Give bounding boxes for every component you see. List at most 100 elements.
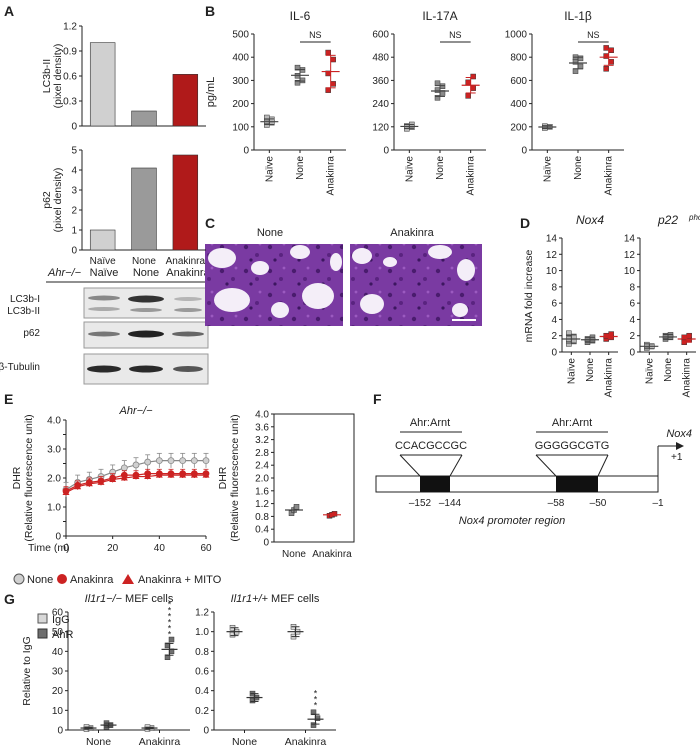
A_lc3-ylabel: LC3b-II: [41, 59, 53, 93]
D_nox4-title: Nox4: [576, 213, 604, 227]
D_p22-y-tick-label: 2: [629, 331, 635, 342]
E_line-point: [97, 478, 105, 485]
G_wt-title: Il1r1+/+ MEF cells: [231, 593, 320, 605]
B_il1b-y-tick-label: 600: [510, 76, 527, 87]
histology-panel: None Anakinra: [205, 227, 482, 326]
line-legend: None Anakinra Anakinra + MITO: [13, 573, 222, 586]
E_line-point: [179, 471, 187, 478]
E_line-point: [85, 480, 93, 487]
E_line-y-tick-label: 4.0: [47, 416, 61, 427]
B_il6-sig-label: NS: [309, 30, 322, 40]
B_il6-point: [330, 81, 336, 87]
promoter-region: [375, 475, 659, 493]
D_nox4-y-tick-label: 8: [551, 282, 557, 293]
B_il17-x-tick-label: None: [435, 156, 446, 180]
E_line-point: [120, 474, 128, 481]
B_il17-y-tick-label: 360: [372, 76, 389, 87]
B_il6-y-tick-label: 300: [232, 76, 249, 87]
B_il1b-x-tick-label: Naïve: [542, 156, 553, 183]
G_wt-y-tick-label: 0.8: [195, 647, 209, 658]
B_il6-point: [299, 77, 306, 84]
D_nox4-point: [566, 341, 572, 347]
A_p62-x-tick-label: Anakinra: [166, 256, 206, 267]
panel-label-b: B: [205, 3, 215, 19]
D_nox4-point: [566, 330, 572, 337]
legend-marker-igg: [37, 613, 48, 624]
legend-marker-ahr: [37, 628, 48, 639]
blot-genotype: Ahr−/−: [47, 267, 82, 279]
G_ko-point: [168, 636, 175, 643]
D_p22-y-tick-label: 4: [629, 315, 635, 326]
panel-label-d: D: [520, 215, 530, 231]
E_dot-y-tick-label: 0.8: [255, 512, 269, 523]
E_line-x-tick-label: 40: [154, 543, 166, 554]
panel-label-a: A: [4, 3, 14, 19]
D_nox4-y-tick-label: 12: [546, 250, 558, 261]
promoter-region-label: Nox4 promoter region: [459, 515, 565, 527]
D_nox4-x-tick-label: Naïve: [566, 358, 577, 385]
D_p22-title-superscript: phox: [688, 213, 700, 222]
blot-row-tubulin: β-Tubulin: [0, 362, 40, 373]
D_nox4-x-tick-label: None: [585, 358, 596, 382]
B_il17-point: [434, 95, 441, 101]
legend-label-igg: IgG: [52, 614, 70, 626]
B_il17-y-tick-label: 600: [372, 30, 389, 41]
E_line-title: Ahr−/−: [118, 405, 153, 417]
A_lc3-y-tick-label: 0.6: [63, 72, 77, 83]
blot-lane-naive: Naïve: [90, 267, 119, 279]
legend-label-anakinra: Anakinra: [70, 574, 114, 586]
motif-box-2: [556, 476, 598, 492]
A_p62-bar: [89, 229, 116, 251]
position-144: –144: [439, 498, 462, 509]
E_line-point: [202, 471, 210, 478]
position-50: –50: [590, 498, 607, 509]
motif-sequence-2: GGGGGCGTG: [535, 440, 610, 452]
motif-label-2: Ahr:Arnt: [552, 417, 592, 429]
D_p22-y-tick-label: 8: [629, 282, 635, 293]
D_p22-x-tick-label: None: [663, 358, 674, 382]
B_il1b-point: [608, 47, 614, 53]
B_il17-point: [465, 93, 471, 99]
D_nox4-y-tick-label: 6: [551, 299, 557, 310]
legend-marker-mito: [122, 574, 134, 584]
E_line-point: [179, 457, 187, 465]
G_ko-y-tick-label: 40: [52, 647, 64, 658]
B_il17-x-tick-label: Anakinra: [466, 156, 477, 196]
G_wt-x-tick-label: None: [232, 736, 257, 748]
D_nox4-ylabel: mRNA fold increase: [523, 249, 535, 342]
legend-label-mito: Anakinra + MITO: [138, 574, 222, 586]
A_lc3-bar: [172, 74, 199, 127]
tss-label: +1: [671, 452, 683, 463]
E_dot-x-tick-label: None: [282, 549, 306, 560]
A_p62-x-tick-label: None: [132, 256, 156, 267]
E_line-xlabel: Time (m): [28, 542, 70, 554]
motif-box-1: [420, 476, 450, 492]
E_line-y-tick-label: 1.0: [47, 503, 61, 514]
A_lc3-y-tick-label: 0.9: [63, 47, 77, 58]
G_ko-point: [164, 654, 171, 660]
G_ko-significance-star: *: [168, 611, 172, 621]
G_wt-significance-star: *: [314, 694, 318, 704]
B_il17-point: [465, 79, 471, 86]
B_il1b-point: [603, 45, 609, 51]
G_ko-ylabel: Relative to IgG: [21, 636, 33, 705]
E_line-x-tick-label: 20: [107, 543, 119, 554]
G_wt-significance-star: *: [314, 688, 318, 698]
G_ko-significance-star: *: [168, 599, 172, 609]
G_wt-point: [310, 709, 317, 716]
D_p22-y-tick-label: 0: [629, 348, 635, 359]
A_p62-y-tick-label: 1: [71, 226, 77, 237]
position-1: –1: [652, 498, 664, 509]
A_p62-y-tick-label: 3: [71, 186, 77, 197]
panel-label-f: F: [373, 391, 382, 407]
E_line-x-tick-label: 60: [200, 543, 212, 554]
motif-label-1: Ahr:Arnt: [410, 417, 450, 429]
E_line-point: [202, 457, 210, 465]
A_lc3-y-tick-label: 0.3: [63, 97, 77, 108]
B_il6-y-tick-label: 400: [232, 53, 249, 64]
B_il17-point: [470, 73, 476, 80]
B_il6-point: [264, 114, 270, 121]
position-152: –152: [409, 498, 432, 509]
B_il1b-y-tick-label: 200: [510, 122, 527, 133]
A_p62-bar: [172, 154, 199, 251]
